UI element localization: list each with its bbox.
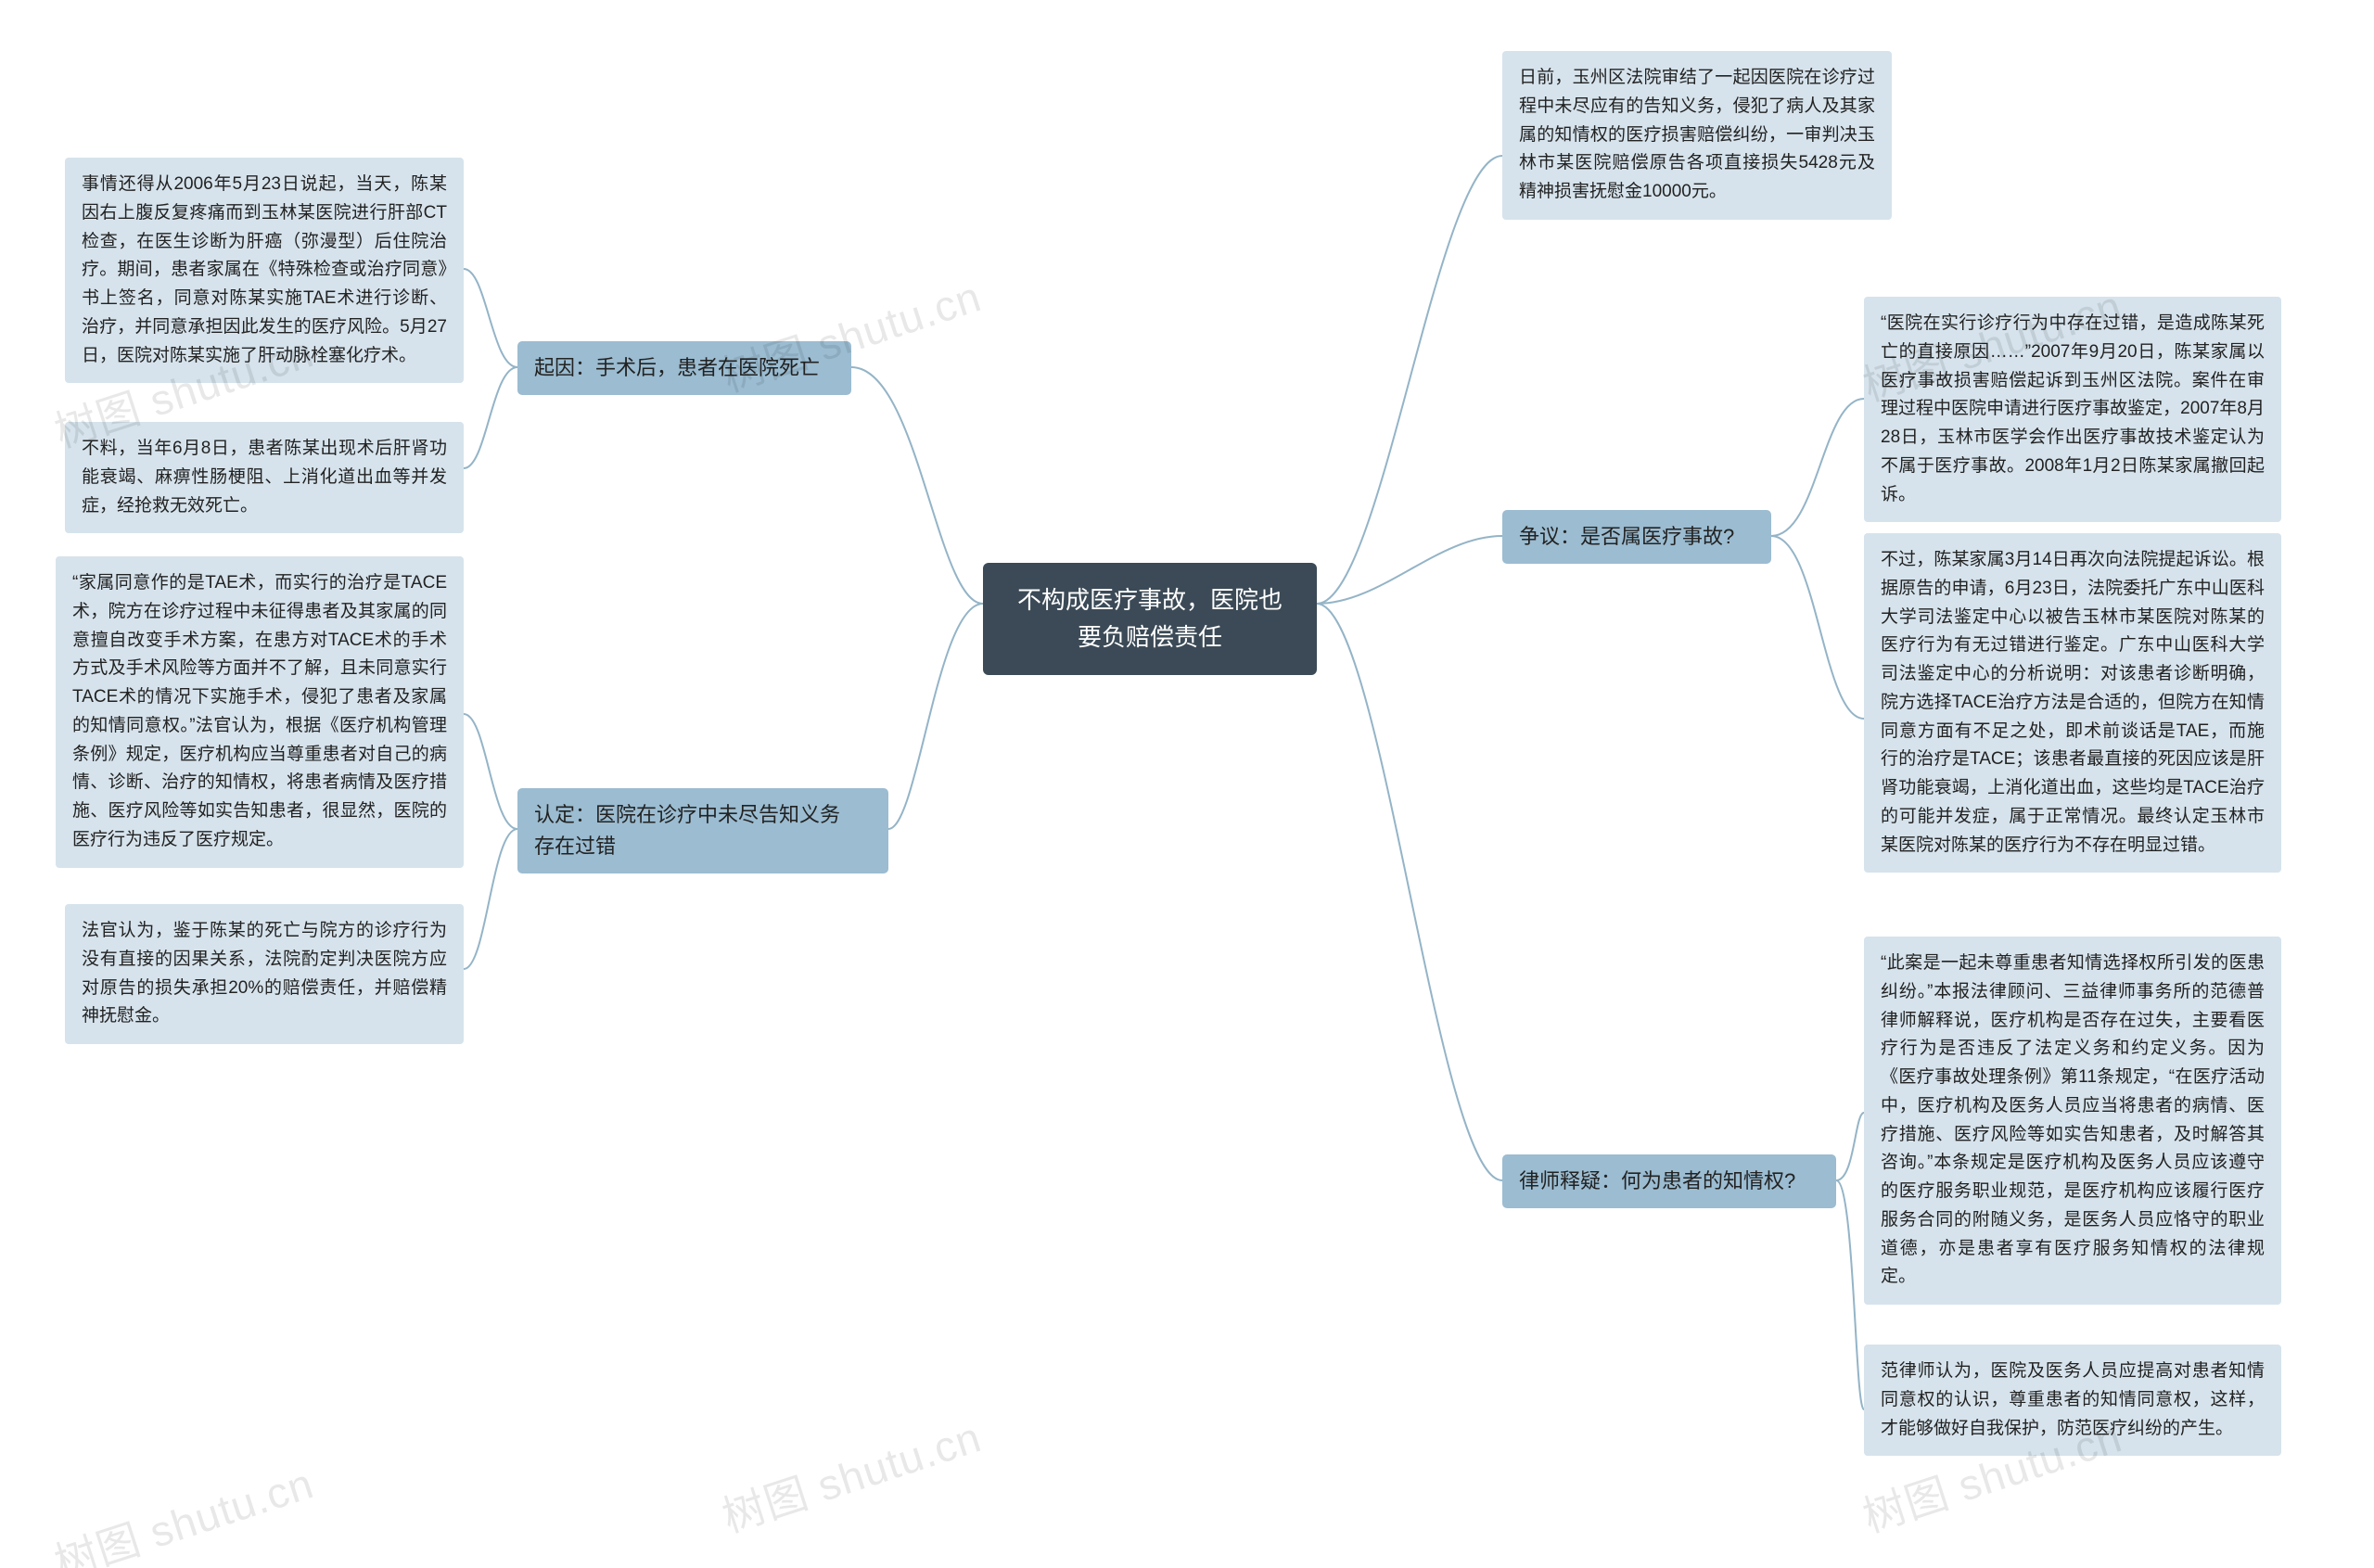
branch-l2: 认定：医院在诊疗中未尽告知义务存在过错: [517, 788, 888, 873]
watermark: 树图 shutu.cn: [714, 1404, 989, 1545]
leaf-r1a: “医院在实行诊疗行为中存在过错，是造成陈某死亡的直接原因……”2007年9月20…: [1864, 297, 2281, 522]
leaf-r0: 日前，玉州区法院审结了一起因医院在诊疗过程中未尽应有的告知义务，侵犯了病人及其家…: [1502, 51, 1892, 220]
leaf-l2a: “家属同意作的是TAE术，而实行的治疗是TACE术，院方在诊疗过程中未征得患者及…: [56, 556, 464, 868]
root-node: 不构成医疗事故，医院也要负赔偿责任: [983, 563, 1317, 675]
branch-r1: 争议：是否属医疗事故?: [1502, 510, 1771, 564]
leaf-l2b: 法官认为，鉴于陈某的死亡与院方的诊疗行为没有直接的因果关系，法院酌定判决医院方应…: [65, 904, 464, 1044]
watermark: 树图 shutu.cn: [46, 1450, 321, 1568]
leaf-l1b: 不料，当年6月8日，患者陈某出现术后肝肾功能衰竭、麻痹性肠梗阻、上消化道出血等并…: [65, 422, 464, 533]
leaf-r2a: “此案是一起未尊重患者知情选择权所引发的医患纠纷。”本报法律顾问、三益律师事务所…: [1864, 937, 2281, 1305]
root-text: 不构成医疗事故，医院也要负赔偿责任: [1017, 586, 1283, 651]
branch-l1: 起因：手术后，患者在医院死亡: [517, 341, 851, 395]
leaf-r2b: 范律师认为，医院及医务人员应提高对患者知情同意权的认识，尊重患者的知情同意权，这…: [1864, 1345, 2281, 1456]
leaf-l1a: 事情还得从2006年5月23日说起，当天，陈某因右上腹反复疼痛而到玉林某医院进行…: [65, 158, 464, 383]
leaf-r1b: 不过，陈某家属3月14日再次向法院提起诉讼。根据原告的申请，6月23日，法院委托…: [1864, 533, 2281, 873]
branch-r2: 律师释疑：何为患者的知情权?: [1502, 1154, 1836, 1208]
